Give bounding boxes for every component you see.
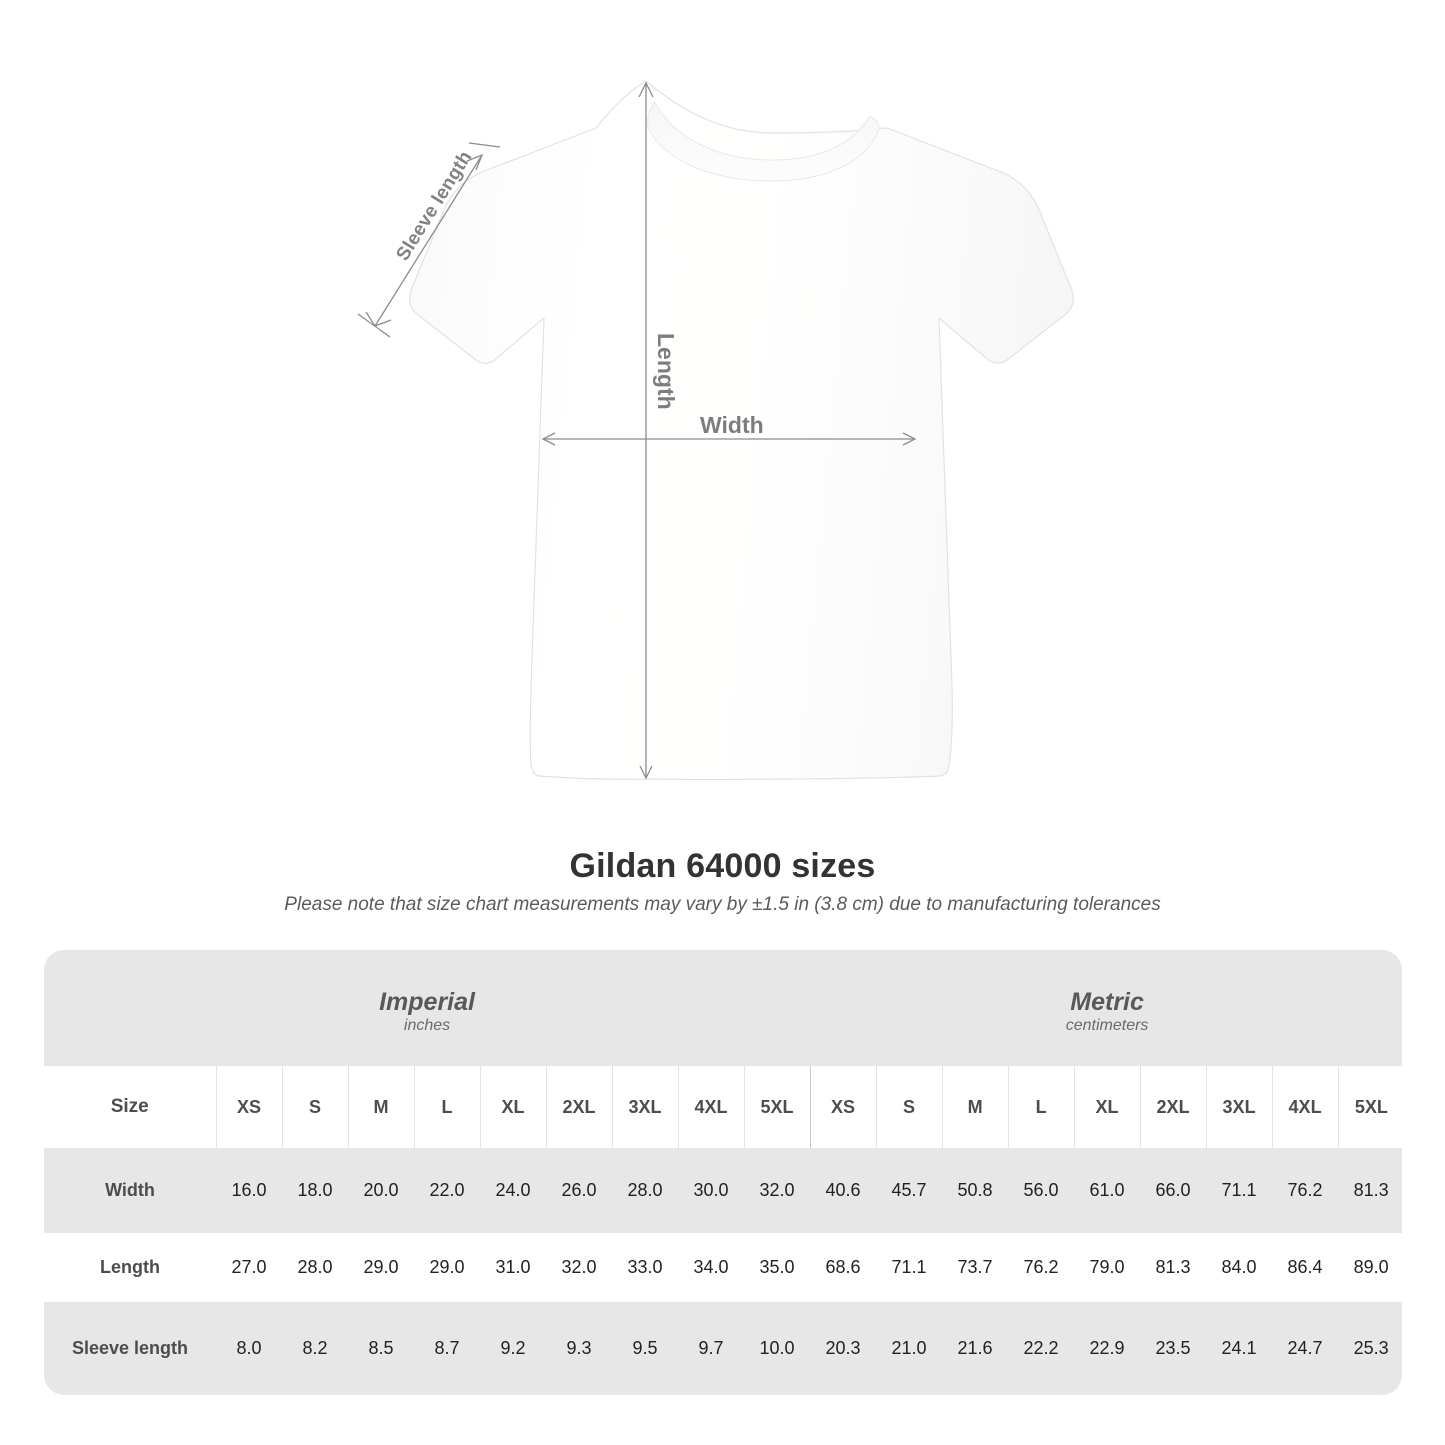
- svg-text:Width: Width: [700, 412, 764, 438]
- svg-text:Length: Length: [653, 333, 679, 410]
